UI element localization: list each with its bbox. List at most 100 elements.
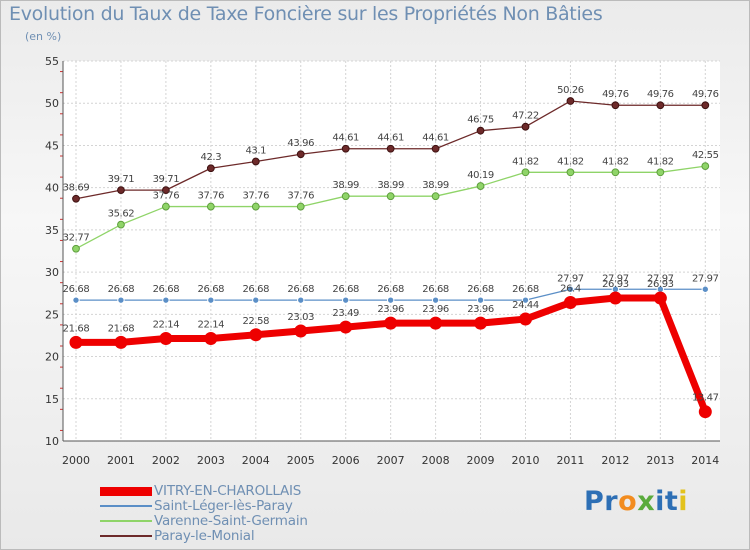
data-point-varenne	[251, 202, 260, 211]
x-tick-label: 2007	[377, 454, 405, 467]
data-label-varenne: 37.76	[287, 191, 314, 202]
data-point-vitry	[608, 291, 622, 305]
x-tick-label: 2013	[646, 454, 674, 467]
data-label-vitry: 21.68	[63, 323, 90, 334]
data-point-varenne	[386, 192, 395, 201]
data-label-saint-leger: 27.97	[557, 273, 584, 284]
data-label-vitry: 23.03	[287, 312, 314, 323]
data-label-paray: 43.96	[287, 138, 314, 149]
data-point-saint-leger	[431, 296, 440, 304]
y-tick-label: 45	[45, 139, 59, 152]
logo-letter: x	[637, 486, 656, 517]
data-point-paray	[386, 144, 395, 153]
data-point-paray	[206, 164, 215, 173]
data-point-varenne	[701, 162, 710, 171]
data-label-vitry: 22.14	[198, 319, 225, 330]
data-point-vitry	[429, 316, 443, 330]
data-label-saint-leger: 26.68	[422, 284, 449, 295]
data-point-saint-leger	[521, 296, 530, 304]
data-label-saint-leger: 27.97	[602, 273, 629, 284]
data-label-vitry: 26.4	[560, 284, 581, 295]
data-label-vitry: 26.93	[647, 279, 674, 290]
data-point-saint-leger	[342, 296, 350, 304]
data-point-saint-leger	[162, 296, 170, 304]
y-tick-label: 15	[45, 393, 59, 406]
data-label-vitry: 23.96	[377, 304, 404, 315]
legend-swatch-saint-leger	[100, 505, 152, 507]
data-label-varenne: 41.82	[647, 156, 674, 167]
logo-letter: P	[584, 486, 605, 517]
x-tick-label: 2012	[601, 454, 629, 467]
data-point-paray	[476, 126, 485, 135]
data-label-varenne: 41.82	[557, 156, 584, 167]
legend-swatch-vitry	[100, 487, 152, 496]
y-tick-label: 35	[45, 224, 59, 237]
data-point-paray	[701, 101, 710, 110]
data-point-varenne	[72, 244, 80, 253]
data-point-saint-leger	[701, 285, 709, 293]
data-label-vitry: 13.47	[692, 393, 719, 404]
logo-letter: i	[655, 486, 665, 517]
data-label-varenne: 37.76	[198, 191, 225, 202]
data-point-varenne	[296, 202, 305, 211]
legend-swatch-varenne	[100, 520, 152, 522]
data-label-vitry: 26.93	[602, 279, 629, 290]
data-label-saint-leger: 26.68	[467, 284, 494, 295]
data-point-paray	[296, 150, 305, 159]
data-point-vitry	[339, 320, 353, 334]
data-point-varenne	[431, 192, 440, 201]
data-label-paray: 49.76	[647, 89, 674, 100]
data-point-paray	[117, 186, 125, 195]
data-label-paray: 50.26	[557, 85, 584, 96]
data-point-paray	[341, 144, 350, 153]
x-tick-label: 2011	[556, 454, 584, 467]
x-tick-label: 2014	[691, 454, 719, 467]
data-label-saint-leger: 26.68	[377, 284, 404, 295]
y-tick-label: 55	[45, 55, 59, 68]
data-label-saint-leger: 26.68	[153, 284, 180, 295]
y-tick-label: 20	[45, 351, 59, 364]
data-point-varenne	[656, 168, 665, 177]
data-label-varenne: 38.99	[332, 180, 359, 191]
data-point-vitry	[474, 316, 488, 330]
legend-label-saint-leger: Saint-Léger-lès-Paray	[154, 498, 293, 514]
data-label-paray: 43.1	[245, 145, 266, 156]
x-tick-label: 2003	[197, 454, 225, 467]
plot-area	[63, 61, 720, 441]
data-point-varenne	[611, 168, 620, 177]
x-tick-label: 2005	[287, 454, 315, 467]
data-label-vitry: 22.14	[153, 319, 180, 330]
data-label-saint-leger: 27.97	[692, 273, 719, 284]
data-label-saint-leger: 26.68	[242, 284, 269, 295]
data-point-saint-leger	[72, 296, 80, 304]
data-point-saint-leger	[297, 296, 305, 304]
data-label-vitry: 23.96	[467, 304, 494, 315]
data-label-varenne: 38.99	[377, 180, 404, 191]
x-tick-label: 2008	[422, 454, 450, 467]
data-point-paray	[251, 157, 260, 166]
data-point-vitry	[519, 312, 532, 326]
data-point-vitry	[69, 335, 83, 349]
logo-letter: r	[604, 486, 619, 517]
y-tick-label: 10	[45, 435, 59, 448]
data-point-varenne	[117, 220, 125, 229]
data-label-saint-leger: 26.68	[512, 284, 539, 295]
data-label-paray: 44.61	[377, 133, 404, 144]
data-point-paray	[72, 194, 80, 203]
legend-label-paray: Paray-le-Monial	[154, 528, 255, 544]
y-tick-label: 40	[45, 182, 59, 195]
data-label-paray: 44.61	[332, 133, 359, 144]
data-point-varenne	[341, 192, 350, 201]
x-tick-label: 2009	[467, 454, 495, 467]
data-label-paray: 39.71	[153, 174, 180, 185]
data-point-vitry	[294, 324, 308, 338]
y-tick-label: 30	[45, 266, 59, 279]
data-label-varenne: 40.19	[467, 170, 494, 181]
data-point-vitry	[204, 331, 218, 345]
data-point-paray	[611, 101, 620, 110]
data-label-varenne: 38.99	[422, 180, 449, 191]
x-tick-label: 2010	[512, 454, 540, 467]
x-tick-label: 2001	[107, 454, 135, 467]
data-label-varenne: 41.82	[602, 156, 629, 167]
